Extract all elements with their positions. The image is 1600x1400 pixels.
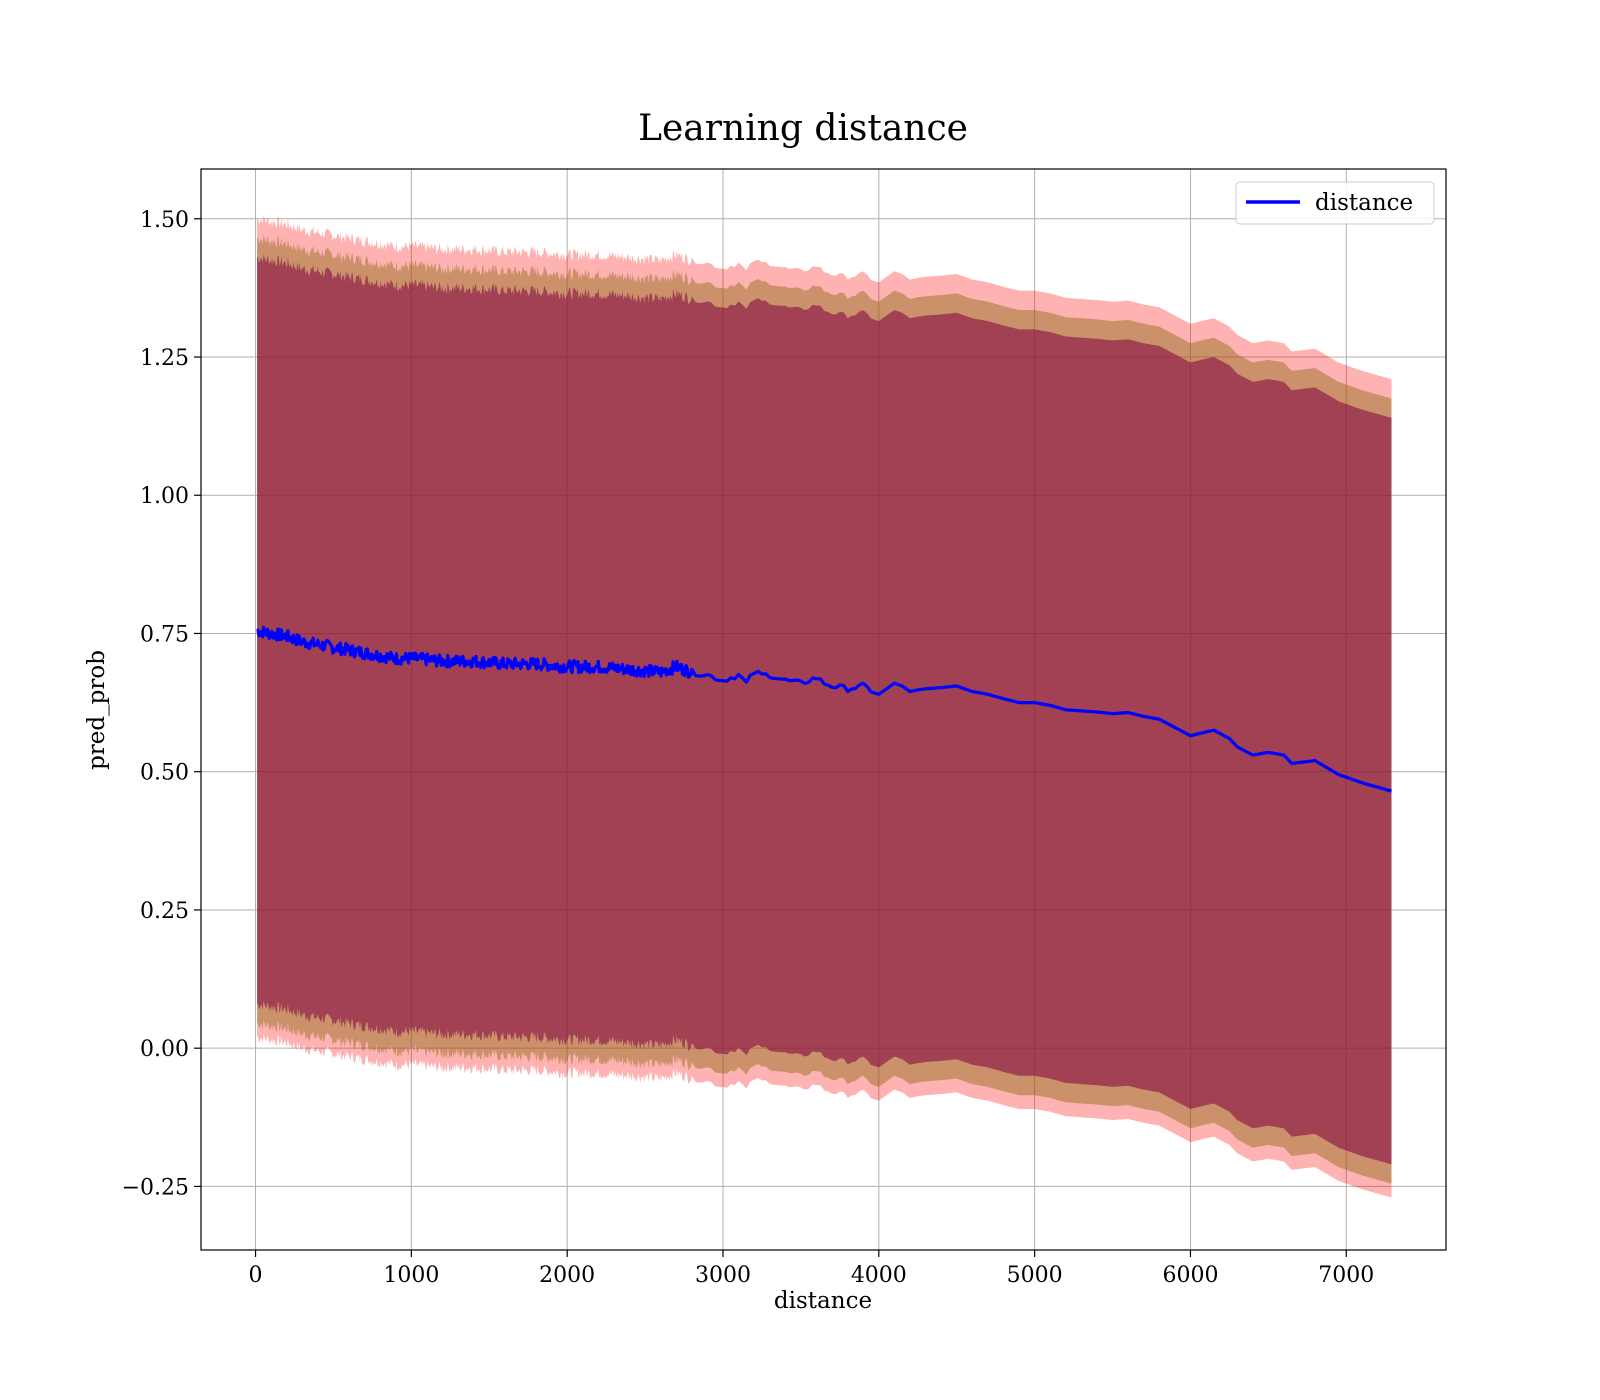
y-tick-label: 0.25 <box>140 899 189 924</box>
x-tick-label: 7000 <box>1318 1263 1374 1288</box>
legend-label: distance <box>1315 190 1413 216</box>
y-tick-label: 1.00 <box>140 484 189 509</box>
x-tick-label: 4000 <box>851 1263 907 1288</box>
y-tick-label: −0.25 <box>122 1175 189 1200</box>
legend: distance <box>1235 181 1435 225</box>
plot-area-frame <box>200 168 1447 1251</box>
y-tick-label: 0.00 <box>140 1037 189 1062</box>
x-tick-label: 3000 <box>695 1263 751 1288</box>
series-line-distance <box>256 625 1392 793</box>
series-line-layer <box>256 625 1392 793</box>
x-tick-label: 0 <box>249 1263 263 1288</box>
y-tick-label: 0.50 <box>140 761 189 786</box>
chart-title: Learning distance <box>638 108 968 149</box>
legend-box <box>1235 181 1435 225</box>
y-tick-label: 1.50 <box>140 208 189 233</box>
y-tick-label: 1.25 <box>140 346 189 371</box>
x-tick-label: 1000 <box>383 1263 439 1288</box>
y-axis-label: pred_prob <box>84 650 110 770</box>
y-tick-label: 0.75 <box>140 622 189 647</box>
x-tick-label: 6000 <box>1162 1263 1218 1288</box>
x-tick-label: 5000 <box>1007 1263 1063 1288</box>
confidence-band-3 <box>257 254 1392 1165</box>
x-axis-label: distance <box>774 1288 872 1314</box>
axis-ticks: 0 1000 2000 3000 4000 5000 6000 7000 −0.25 0.00 0.… <box>122 208 1375 1288</box>
confidence-bands <box>257 215 1392 1198</box>
x-tick-label: 2000 <box>539 1263 595 1288</box>
